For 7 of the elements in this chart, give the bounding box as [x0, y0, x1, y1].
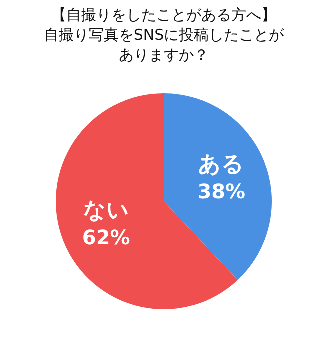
- slice-label: ない: [83, 198, 130, 224]
- pie-slice: [164, 94, 272, 280]
- slice-label: ある: [198, 152, 245, 178]
- data-label: 38%: [198, 180, 246, 204]
- data-label: 62%: [82, 225, 130, 250]
- chart-subtitle: 自撮り写真をSNSに投稿したことがありますか？: [44, 26, 286, 64]
- chart-title: 【自撮りをしたことがある方へ】: [52, 6, 276, 24]
